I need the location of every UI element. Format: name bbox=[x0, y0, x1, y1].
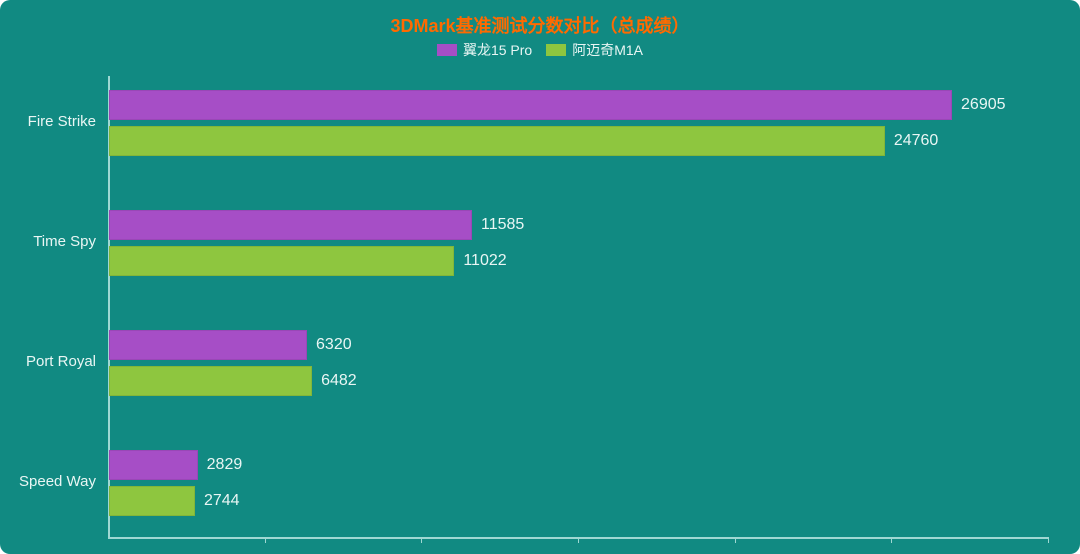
x-tick bbox=[1048, 537, 1049, 543]
benchmark-chart: 3DMark基准测试分数对比（总成绩） 翼龙15 Pro 阿迈奇M1A Fire … bbox=[0, 0, 1080, 554]
value-label: 11022 bbox=[463, 252, 506, 270]
value-label: 2744 bbox=[204, 492, 240, 510]
x-tick bbox=[891, 537, 892, 543]
x-tick bbox=[421, 537, 422, 543]
legend-swatch bbox=[546, 44, 566, 56]
bar bbox=[109, 210, 472, 240]
value-label: 11585 bbox=[481, 216, 524, 234]
bar bbox=[109, 126, 885, 156]
legend-label: 阿迈奇M1A bbox=[572, 40, 643, 60]
plot-area: Fire Strike2690524760Time Spy1158511022P… bbox=[108, 76, 1048, 538]
legend-item-0: 翼龙15 Pro bbox=[437, 40, 532, 60]
x-tick bbox=[578, 537, 579, 543]
value-label: 2829 bbox=[207, 456, 243, 474]
value-label: 24760 bbox=[894, 132, 939, 150]
legend-item-1: 阿迈奇M1A bbox=[546, 40, 643, 60]
category-label: Speed Way bbox=[0, 473, 96, 490]
category-label: Port Royal bbox=[0, 353, 96, 370]
bar bbox=[109, 450, 198, 480]
legend-swatch bbox=[437, 44, 457, 56]
bar bbox=[109, 330, 307, 360]
bar bbox=[109, 366, 312, 396]
value-label: 26905 bbox=[961, 96, 1006, 114]
x-tick bbox=[735, 537, 736, 543]
bar bbox=[109, 486, 195, 516]
x-tick bbox=[265, 537, 266, 543]
legend-label: 翼龙15 Pro bbox=[463, 40, 532, 60]
value-label: 6320 bbox=[316, 336, 352, 354]
value-label: 6482 bbox=[321, 372, 357, 390]
legend: 翼龙15 Pro 阿迈奇M1A bbox=[0, 40, 1080, 60]
bar bbox=[109, 246, 454, 276]
chart-title: 3DMark基准测试分数对比（总成绩） bbox=[0, 12, 1080, 38]
category-label: Time Spy bbox=[0, 233, 96, 250]
bar bbox=[109, 90, 952, 120]
category-label: Fire Strike bbox=[0, 113, 96, 130]
